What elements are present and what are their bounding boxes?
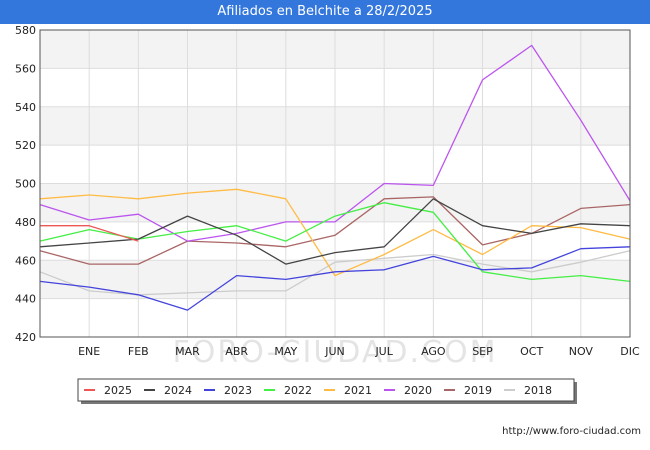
source-url: http://www.foro-ciudad.com: [502, 426, 641, 437]
legend-label-2019: 2019: [464, 384, 492, 397]
series-lines: [39, 44, 631, 311]
x-axis-ticks: ENE FEB MAR ABR MAY JUN JUL AGO SEP OCT NOV DIC: [78, 345, 640, 358]
x-tick-label: JUN: [324, 345, 345, 358]
legend-label-2025: 2025: [104, 384, 132, 397]
x-tick-label: MAY: [274, 345, 297, 358]
y-tick-label: 420: [15, 331, 36, 344]
series-line-2025: [40, 225, 139, 242]
x-tick-label: SEP: [472, 345, 493, 358]
legend-items: 2025 2024 2023 2022 2021 2020 2019 2018: [84, 384, 552, 397]
chart-title: Afiliados en Belchite a 28/2/2025: [0, 0, 650, 24]
x-tick-label: JUL: [374, 345, 393, 358]
x-tick-label: AGO: [421, 345, 446, 358]
legend-label-2021: 2021: [344, 384, 372, 397]
legend-label-2018: 2018: [524, 384, 552, 397]
y-tick-label: 480: [15, 216, 36, 229]
series-line-2023: [39, 246, 631, 311]
y-tick-label: 440: [15, 293, 36, 306]
y-tick-label: 500: [15, 178, 36, 191]
x-tick-label: NOV: [569, 345, 594, 358]
watermark-text: FORO-CIUDAD.COM: [173, 335, 498, 370]
y-tick-label: 460: [15, 254, 36, 267]
x-tick-label: OCT: [520, 345, 543, 358]
x-tick-label: DIC: [620, 345, 640, 358]
series-line-2024: [39, 198, 631, 265]
series-line-2021: [39, 188, 631, 277]
y-tick-label: 560: [15, 62, 36, 75]
legend: 2025 2024 2023 2022 2021 2020 2019 2018: [77, 378, 577, 404]
x-tick-label: FEB: [128, 345, 149, 358]
legend-label-2023: 2023: [224, 384, 252, 397]
y-tick-label: 520: [15, 139, 36, 152]
x-tick-label: MAR: [175, 345, 200, 358]
legend-label-2024: 2024: [164, 384, 192, 397]
plot-frame: [39, 29, 631, 338]
legend-label-2022: 2022: [284, 384, 312, 397]
legend-label-2020: 2020: [404, 384, 432, 397]
y-tick-label: 580: [15, 24, 36, 37]
x-tick-label: ENE: [78, 345, 100, 358]
x-tick-label: ABR: [225, 345, 248, 358]
series-line-2020: [39, 44, 631, 242]
y-axis-ticks: 420 440 460 480 500 520 540 560 580: [15, 24, 36, 344]
y-tick-label: 540: [15, 101, 36, 114]
